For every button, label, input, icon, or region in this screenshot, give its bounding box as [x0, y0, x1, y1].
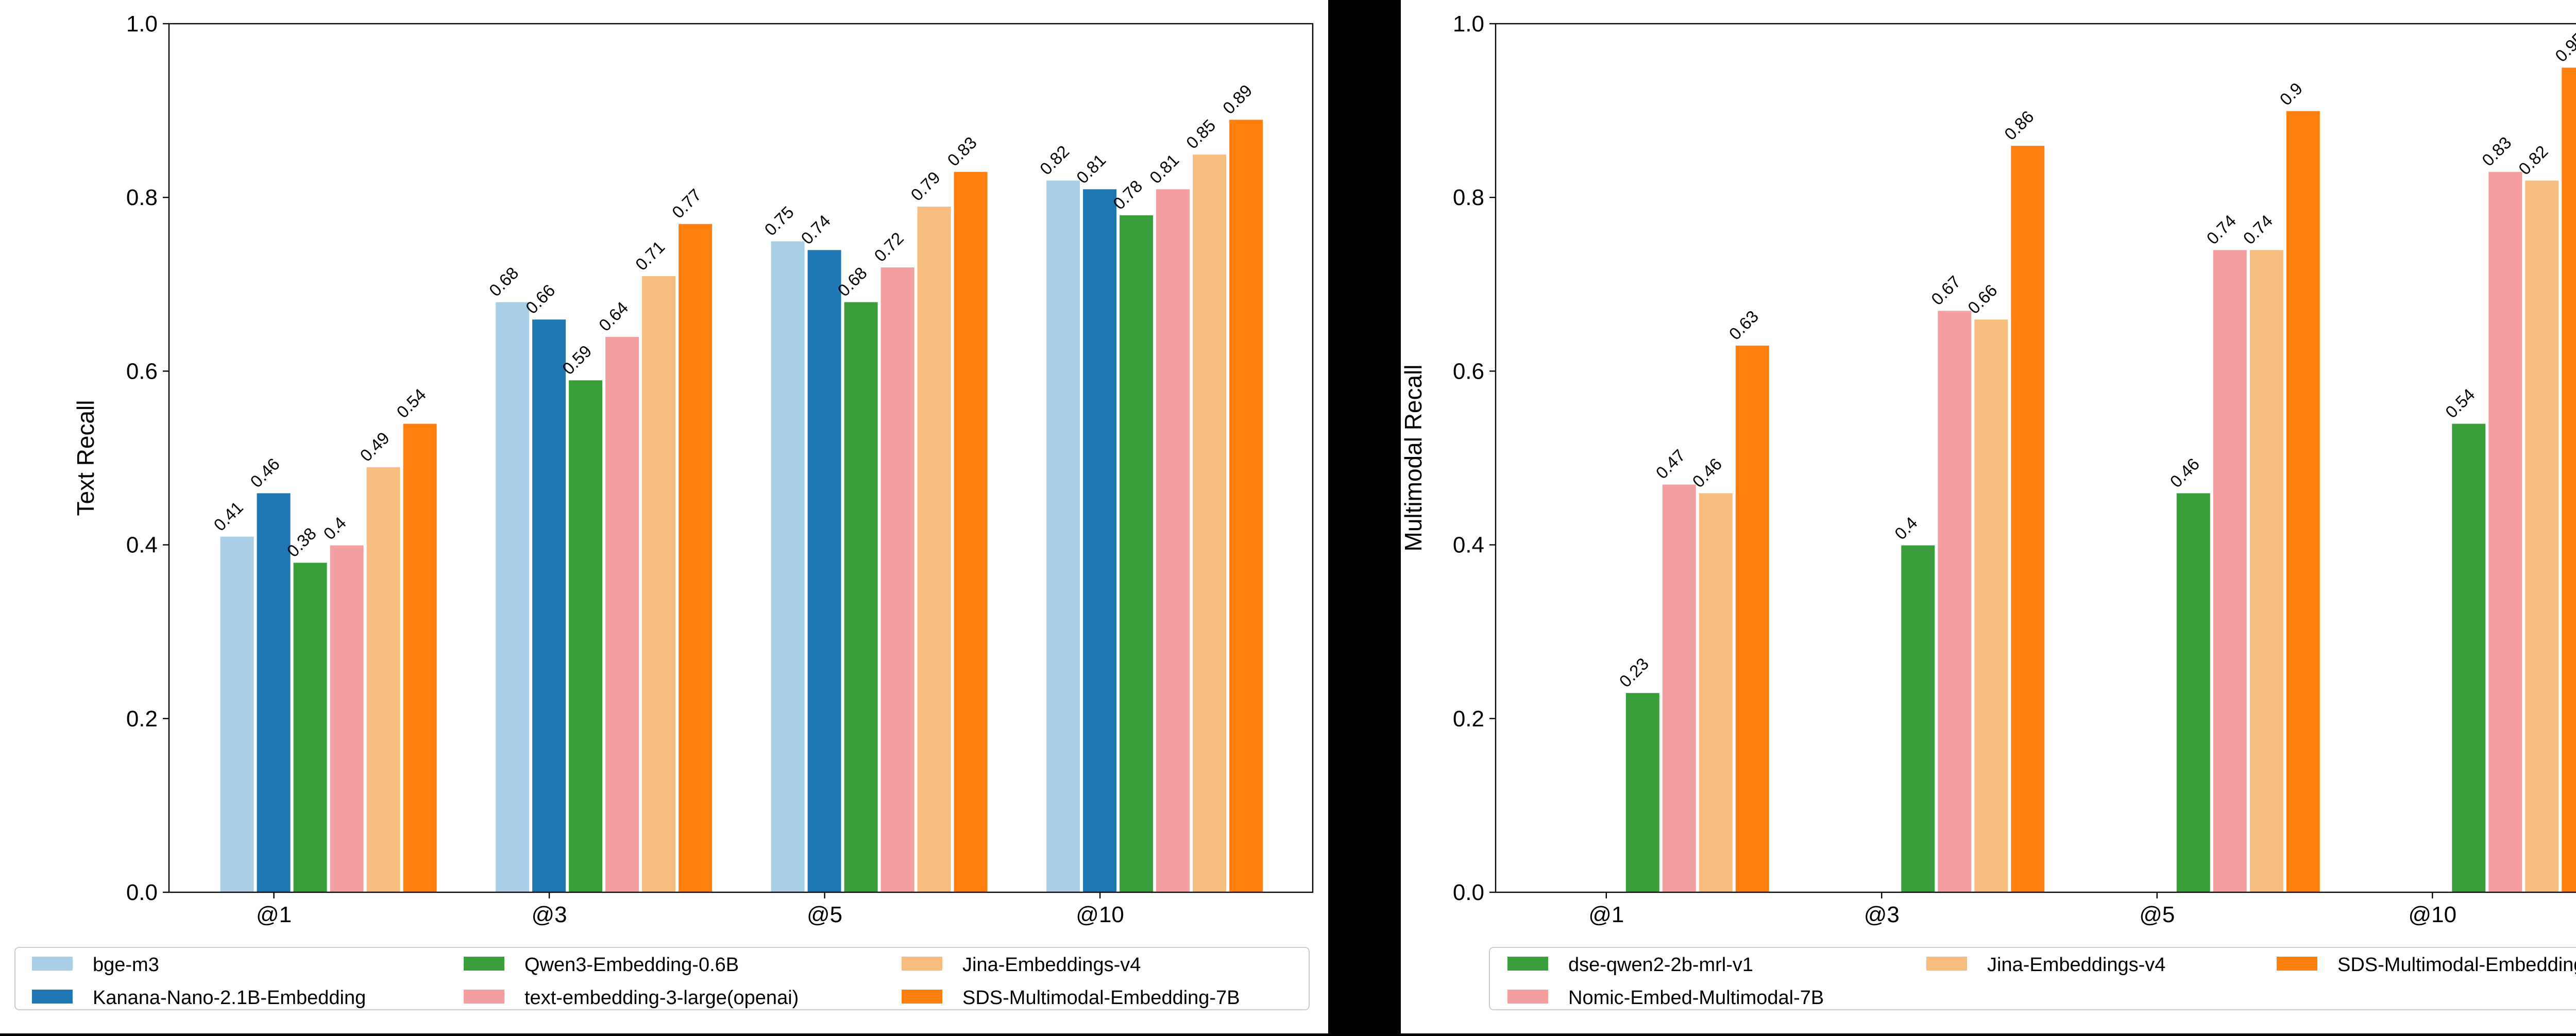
svg-text:@5: @5	[2139, 902, 2175, 927]
svg-text:Multimodal Recall: Multimodal Recall	[1401, 364, 1427, 551]
svg-text:@10: @10	[2408, 902, 2456, 927]
svg-text:0.0: 0.0	[126, 880, 158, 905]
svg-text:@10: @10	[1076, 902, 1124, 927]
svg-text:Kanana-Nano-2.1B-Embedding: Kanana-Nano-2.1B-Embedding	[93, 987, 366, 1009]
svg-text:0.8: 0.8	[1453, 185, 1484, 210]
svg-text:0.4: 0.4	[126, 533, 158, 558]
svg-text:0.2: 0.2	[1453, 706, 1484, 732]
svg-text:Qwen3-Embedding-0.6B: Qwen3-Embedding-0.6B	[524, 954, 739, 976]
svg-text:0.8: 0.8	[126, 185, 158, 210]
svg-text:text-embedding-3-large(openai): text-embedding-3-large(openai)	[524, 987, 799, 1009]
svg-text:Text Recall: Text Recall	[72, 400, 99, 516]
svg-text:SDS-Multimodal-Embedding-7B: SDS-Multimodal-Embedding-7B	[962, 987, 1240, 1009]
svg-text:0.6: 0.6	[126, 359, 158, 384]
svg-text:0.2: 0.2	[126, 706, 158, 732]
svg-text:0.4: 0.4	[1453, 533, 1484, 558]
svg-text:Jina-Embeddings-v4: Jina-Embeddings-v4	[962, 954, 1141, 976]
svg-text:Jina-Embeddings-v4: Jina-Embeddings-v4	[1987, 954, 2165, 976]
svg-text:@1: @1	[1588, 902, 1624, 927]
svg-text:0.6: 0.6	[1453, 359, 1484, 384]
svg-text:@1: @1	[256, 902, 292, 927]
svg-text:@3: @3	[1864, 902, 1900, 927]
svg-text:@3: @3	[532, 902, 567, 927]
svg-text:0.0: 0.0	[1453, 880, 1484, 905]
svg-text:@5: @5	[807, 902, 842, 927]
svg-text:bge-m3: bge-m3	[93, 954, 159, 976]
svg-text:SDS-Multimodal-Embedding-7B: SDS-Multimodal-Embedding-7B	[2337, 954, 2576, 976]
svg-text:dse-qwen2-2b-mrl-v1: dse-qwen2-2b-mrl-v1	[1568, 954, 1753, 976]
svg-text:1.0: 1.0	[126, 11, 158, 37]
svg-text:1.0: 1.0	[1453, 11, 1484, 37]
svg-text:Nomic-Embed-Multimodal-7B: Nomic-Embed-Multimodal-7B	[1568, 987, 1824, 1009]
